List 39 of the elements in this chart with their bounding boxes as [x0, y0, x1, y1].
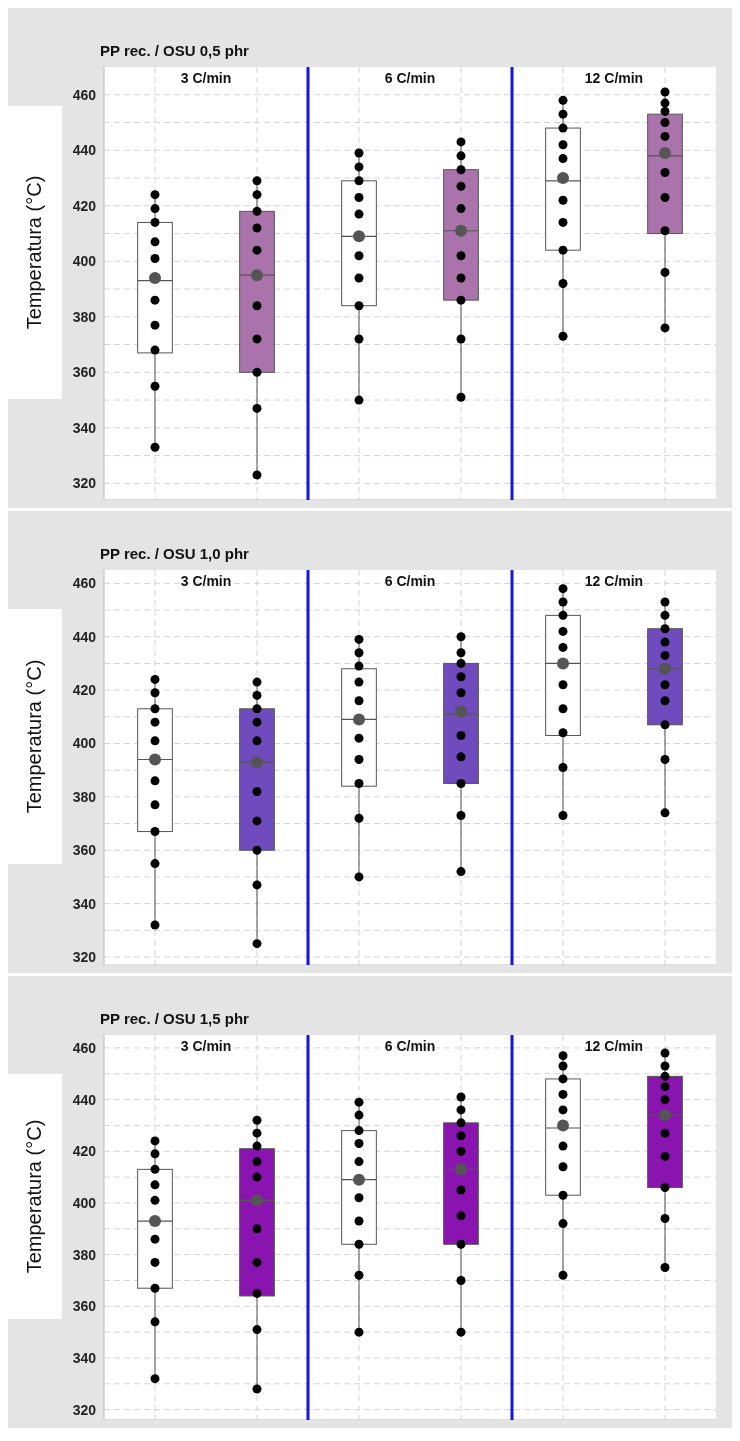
x-tick-label: 3 C/min: [180, 70, 232, 86]
x-tick-label: 12 C/min: [584, 573, 644, 589]
y-tick-label: 320: [72, 948, 97, 965]
y-tick-label: 340: [72, 1349, 97, 1366]
y-tick-label: 380: [72, 1246, 97, 1263]
y-tick-label: 440: [72, 1091, 97, 1108]
y-tick-label: 340: [72, 895, 97, 912]
x-tick-label: 6 C/min: [384, 70, 436, 86]
x-tick-label: 12 C/min: [584, 70, 644, 86]
y-tick-label: 360: [72, 842, 97, 859]
y-tick-label: 340: [72, 419, 97, 436]
y-tick-label: 380: [72, 788, 97, 805]
y-tick-label: 420: [72, 197, 97, 214]
y-tick-label: 420: [72, 1143, 97, 1160]
y-tick-label: 400: [72, 735, 97, 752]
y-tick-label: 380: [72, 308, 97, 325]
y-tick-label: 460: [72, 1039, 97, 1056]
chart-title: PP rec. / OSU 1,0 phr: [100, 545, 249, 562]
y-tick-label: 400: [72, 1194, 97, 1211]
y-tick-label: 400: [72, 253, 97, 270]
x-tick-label: 6 C/min: [384, 573, 436, 589]
y-tick-label: 320: [72, 1401, 97, 1418]
y-axis-title: Temperatura (°C): [23, 1119, 47, 1274]
y-tick-label: 460: [72, 575, 97, 592]
y-tick-label: 420: [72, 682, 97, 699]
chart-title: PP rec. / OSU 0,5 phr: [100, 42, 249, 59]
y-tick-label: 440: [72, 142, 97, 159]
y-axis-title: Temperatura (°C): [23, 659, 47, 814]
x-tick-label: 3 C/min: [180, 1038, 232, 1054]
y-tick-label: 320: [72, 475, 97, 492]
x-tick-label: 12 C/min: [584, 1038, 644, 1054]
y-axis-title: Temperatura (°C): [23, 175, 47, 330]
y-tick-label: 440: [72, 628, 97, 645]
y-tick-label: 360: [72, 1298, 97, 1315]
y-tick-label: 460: [72, 86, 97, 103]
y-tick-label: 360: [72, 364, 97, 381]
chart-title: PP rec. / OSU 1,5 phr: [100, 1010, 249, 1027]
x-tick-label: 6 C/min: [384, 1038, 436, 1054]
x-tick-label: 3 C/min: [180, 573, 232, 589]
